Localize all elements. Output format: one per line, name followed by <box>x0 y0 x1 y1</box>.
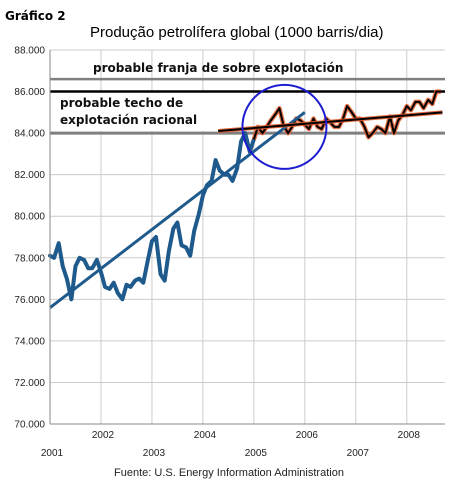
x-tick-label: 2005 <box>245 448 268 459</box>
x-tick-label: 2006 <box>296 430 319 441</box>
growth-trend-line <box>49 111 306 309</box>
y-tick-label: 86.000 <box>14 87 45 98</box>
y-tick-label: 84.000 <box>14 129 45 140</box>
y-tick-label: 74.000 <box>14 336 45 347</box>
x-tick-label: 2004 <box>194 430 217 441</box>
y-tick-label: 80.000 <box>14 212 45 223</box>
annotation-ceiling-line2: explotación racional <box>60 113 197 127</box>
annotation-backdrop <box>55 93 213 131</box>
x-tick-label: 2008 <box>398 430 421 441</box>
y-tick-label: 78.000 <box>14 253 45 264</box>
highlight-circle <box>241 83 328 170</box>
plateau-trend-line <box>218 111 443 133</box>
x-tick-label: 2003 <box>143 448 166 459</box>
y-tick-label: 72.000 <box>14 378 45 389</box>
production-series-line <box>48 131 256 302</box>
x-tick-label: 2001 <box>41 448 64 459</box>
y-tick-label: 70.000 <box>14 420 45 431</box>
y-tick-label: 88.000 <box>14 46 45 57</box>
annotation-overexploitation: probable franja de sobre explotación <box>93 61 343 75</box>
source-note: Fuente: U.S. Energy Information Administ… <box>114 467 344 479</box>
annotations: probable franja de sobre explotación prob… <box>55 61 343 131</box>
x-tick-label: 2007 <box>347 448 370 459</box>
y-tick-label: 76.000 <box>14 295 45 306</box>
axes: 88.000 86.000 84.000 82.000 80.000 78.000 76.0… <box>14 46 445 459</box>
reference-lines <box>50 77 445 135</box>
chart-title: Produção petrolífera global (1000 barris… <box>90 24 384 41</box>
x-tick-label: 2002 <box>92 430 115 441</box>
y-tick-label: 82.000 <box>14 170 45 181</box>
trend-lines <box>49 83 443 309</box>
figure-label: Gráfico 2 <box>5 9 66 23</box>
annotation-ceiling-line1: probable techo de <box>60 96 183 110</box>
